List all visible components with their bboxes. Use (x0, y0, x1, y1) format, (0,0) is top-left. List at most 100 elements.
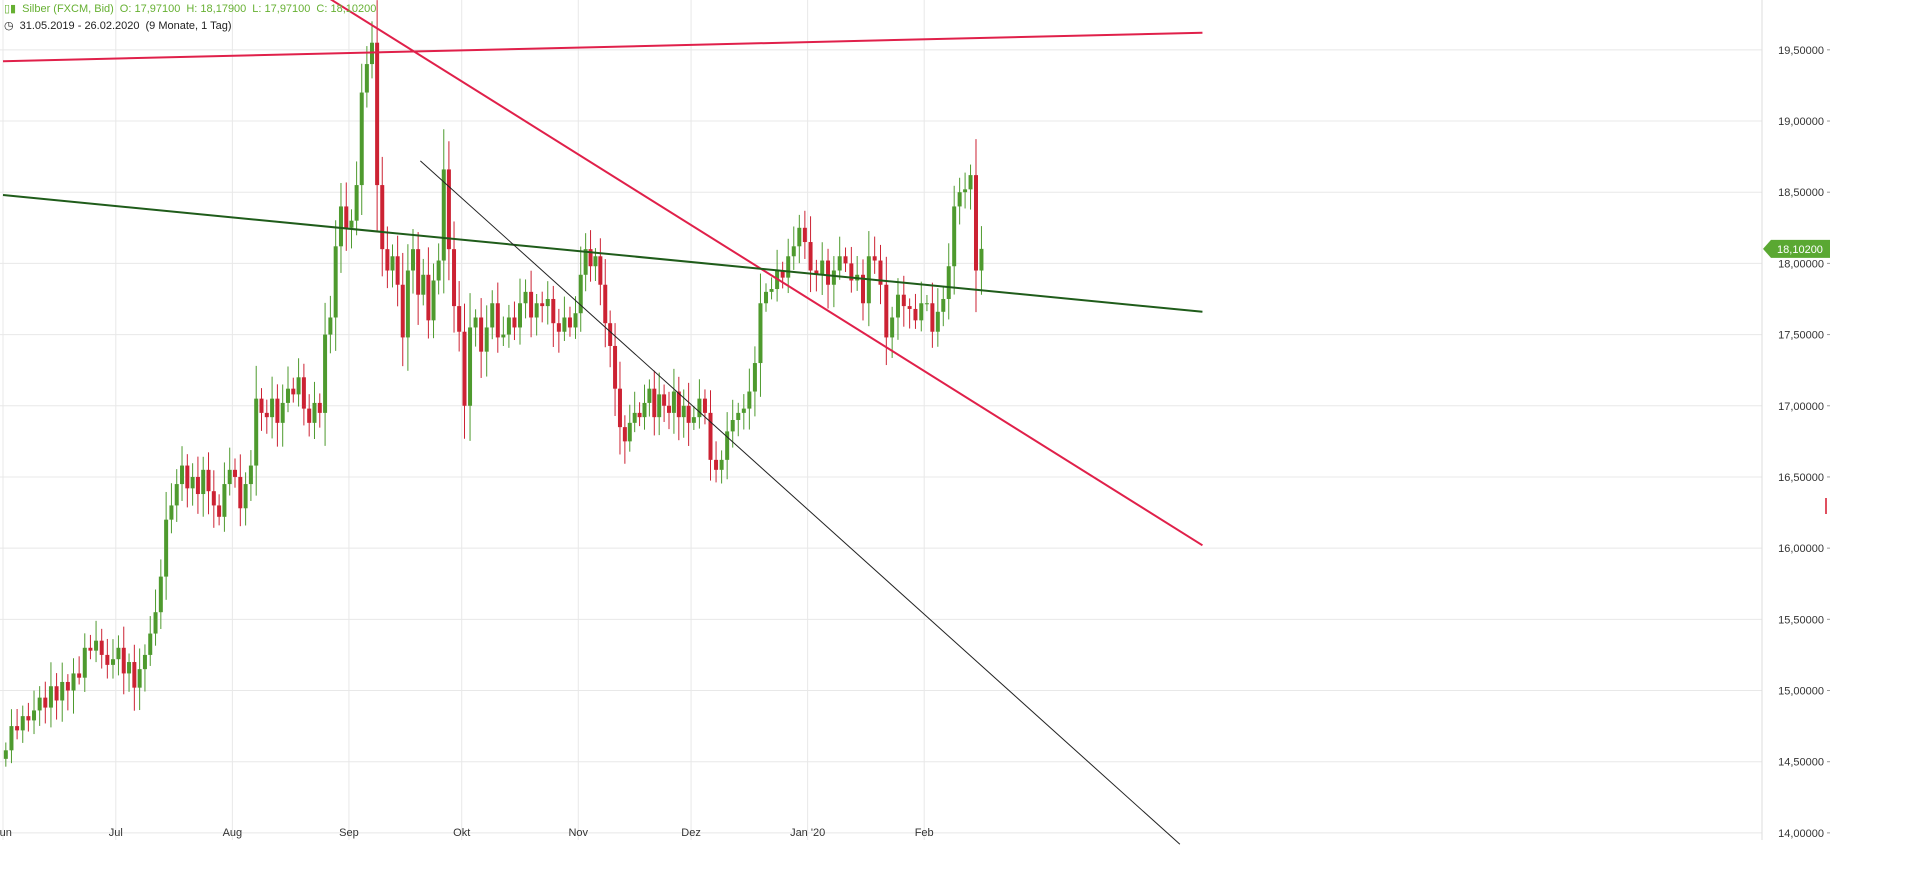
candle-body (941, 298, 946, 312)
date-range: 31.05.2019 - 26.02.2020 (19, 20, 140, 32)
candle-body (808, 242, 813, 271)
candle-body (148, 633, 153, 655)
candle-body (127, 662, 132, 674)
candle-body (671, 391, 676, 413)
trendlines[interactable] (2, 0, 1203, 845)
candle-body (9, 726, 14, 751)
candle-body (725, 431, 730, 460)
trendline-black[interactable] (420, 160, 1181, 845)
x-tick-label: Okt (453, 827, 470, 839)
candle-body (769, 289, 774, 292)
candle-body (431, 280, 436, 321)
candle-body (43, 697, 48, 708)
candle-body (791, 246, 796, 257)
candle-body (506, 317, 511, 335)
candle-body (65, 681, 70, 691)
candle-body (529, 291, 534, 318)
candle-body (963, 189, 968, 193)
candle-body (99, 640, 104, 655)
candle-body (708, 412, 713, 460)
candle-body (518, 303, 522, 328)
candle-body (930, 303, 935, 332)
candle-body (924, 303, 929, 305)
candle-body (479, 317, 484, 352)
candle-body (901, 294, 906, 307)
candle-body (359, 92, 364, 186)
x-tick-label: Sep (339, 827, 359, 839)
candle-body (895, 294, 900, 318)
candle-body (77, 673, 82, 678)
candle-body (637, 412, 642, 418)
candle-body (158, 576, 163, 613)
candle-body (578, 274, 583, 314)
candle-body (452, 249, 457, 307)
candle-body (567, 317, 572, 328)
candle-body (523, 291, 528, 304)
candle-body (395, 256, 400, 285)
trendline-green[interactable] (2, 194, 1203, 313)
last-price-badge: 18,10200 (1763, 239, 1830, 258)
candle-body (217, 505, 222, 517)
candle-body (71, 673, 76, 691)
candle-body (540, 303, 545, 307)
candle-body (627, 422, 632, 442)
candle-body (110, 659, 115, 665)
candle-body (861, 274, 866, 304)
candle-body (820, 260, 825, 275)
x-tick-label: Aug (223, 827, 243, 839)
candle-body (323, 334, 328, 413)
trendline-red[interactable] (2, 31, 1203, 63)
candle-body (20, 716, 25, 731)
candle-body (211, 491, 216, 506)
candle-body (826, 260, 831, 285)
candle-body (121, 647, 126, 674)
candle-body (583, 249, 588, 275)
candle-body (385, 249, 390, 271)
candle-body (608, 323, 613, 346)
candle-body (473, 317, 478, 328)
candle-body (32, 710, 37, 721)
last-price-label: 18,10200 (1777, 244, 1823, 256)
candle-body (400, 284, 405, 338)
price-axis[interactable]: 14,00000 14,50000 15,00000 15,50000 16,00000… (1778, 45, 1830, 840)
candle-body (797, 227, 802, 247)
candle-body (603, 284, 608, 324)
trendline-red[interactable] (311, 0, 1203, 547)
candle-body (446, 169, 451, 250)
candle-body (307, 408, 312, 423)
candle-body (968, 175, 973, 190)
chart-grid (0, 0, 1762, 840)
candle-body (588, 249, 593, 267)
x-tick-label: Dez (681, 827, 701, 839)
candle-body (328, 317, 333, 335)
y-tick-label: 17,50000 (1778, 330, 1824, 342)
scroll-marker[interactable] (1825, 498, 1827, 514)
open-value: O: 17,97100 (119, 3, 181, 15)
candle-body (613, 345, 618, 389)
candle-body (380, 185, 385, 250)
candle-body (907, 306, 912, 309)
candle-body (153, 612, 158, 634)
candle-body (562, 317, 567, 332)
candle-body (296, 377, 301, 395)
candle-body (657, 394, 662, 418)
candle-body (667, 405, 672, 413)
time-axis[interactable]: Jun Jul Aug Sep Okt Nov Dez Jan '20 Feb (0, 827, 934, 839)
candle-body (545, 298, 550, 307)
candle-body (436, 260, 441, 281)
candle-body (495, 303, 500, 338)
candlestick-series (3, 0, 984, 767)
candle-body (462, 331, 467, 406)
candle-body (301, 377, 306, 409)
candle-body (195, 476, 200, 495)
candle-body (180, 465, 185, 485)
candle-body (843, 256, 848, 264)
candle-body (890, 317, 895, 338)
candle-body (142, 654, 147, 670)
candle-body (441, 169, 446, 261)
candle-body (206, 469, 211, 492)
candle-body (390, 256, 395, 271)
candle-body (714, 459, 719, 470)
candle-body (764, 291, 769, 304)
